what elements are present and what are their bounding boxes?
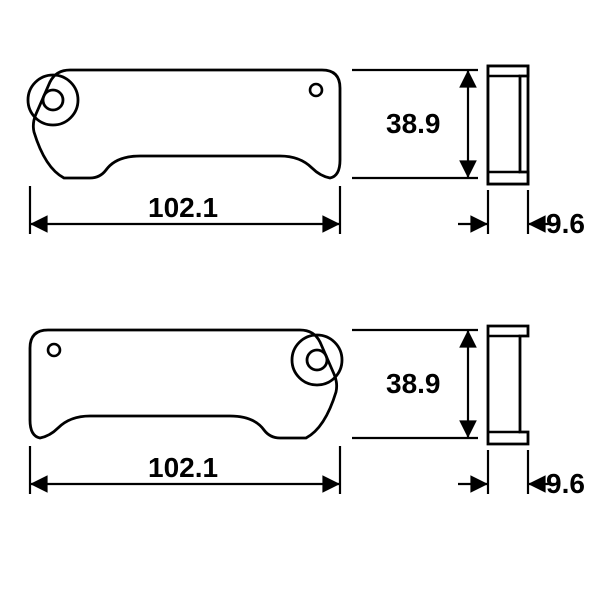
label-width-top: 102.1 [148, 192, 218, 224]
dim-thick-top [458, 190, 558, 234]
label-height-bottom: 38.9 [386, 368, 441, 400]
dim-thick-bottom [458, 450, 558, 494]
pad-top-front [28, 70, 340, 178]
label-height-top: 38.9 [386, 108, 441, 140]
drawing-svg [0, 0, 600, 600]
pad-top-side [488, 66, 528, 184]
diagram-canvas: 38.9 102.1 9.6 38.9 102.1 9.6 [0, 0, 600, 600]
pad-bottom-front [30, 330, 342, 438]
pad-bottom-side [488, 326, 528, 444]
label-thick-bottom: 9.6 [546, 468, 585, 500]
label-thick-top: 9.6 [546, 208, 585, 240]
label-width-bottom: 102.1 [148, 452, 218, 484]
